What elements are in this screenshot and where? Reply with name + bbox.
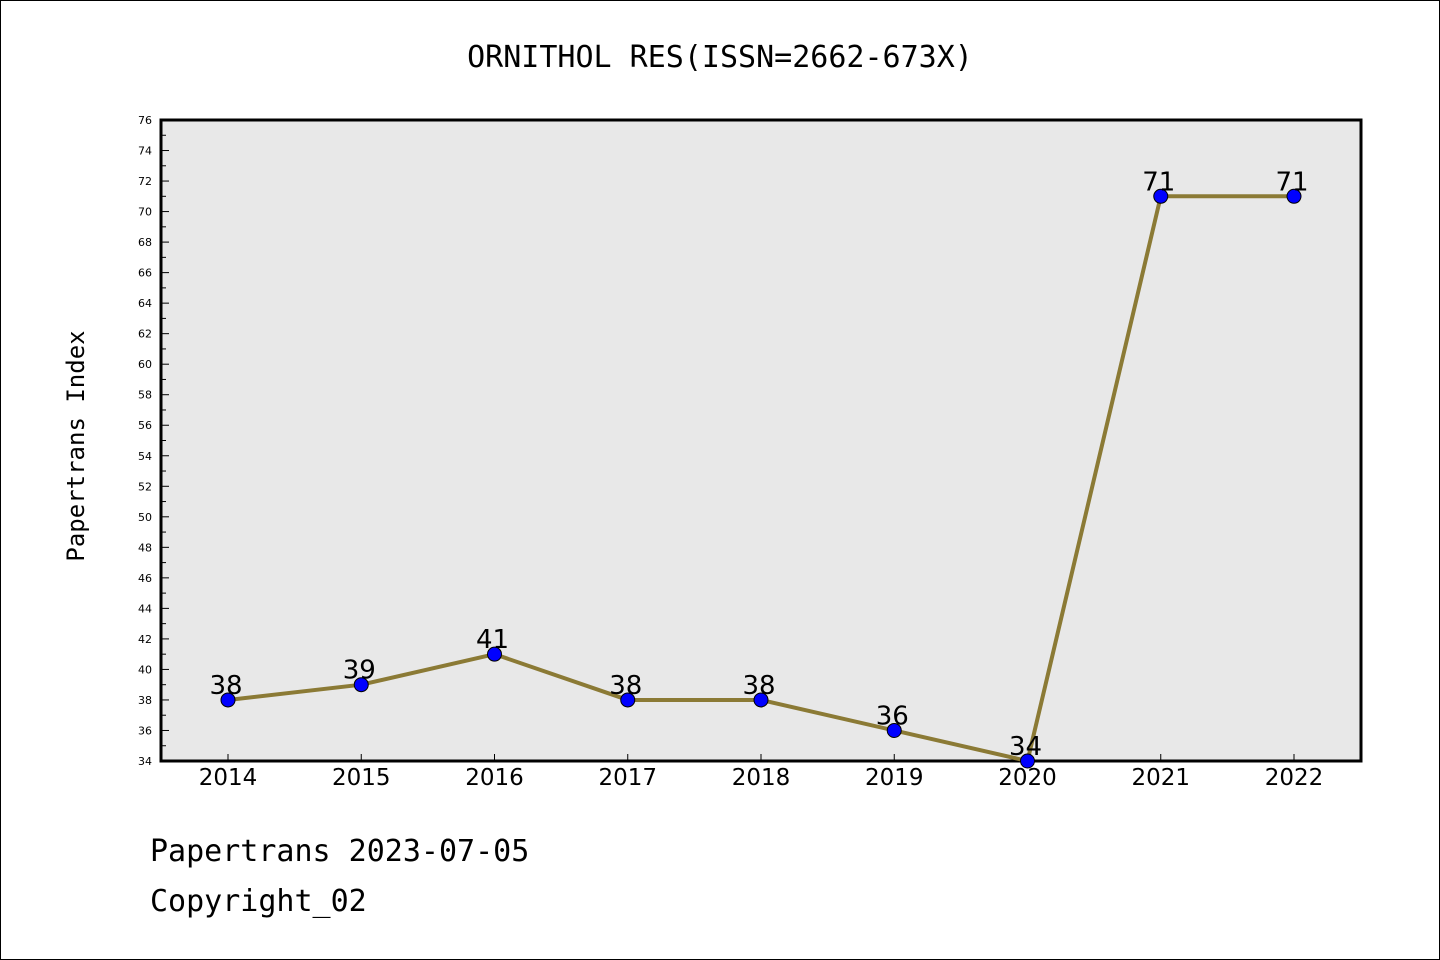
data-point	[753, 692, 769, 708]
data-label-layer: 38 39 41 38 38 36 34 71 71	[209, 167, 1308, 762]
data-label: 38	[209, 671, 242, 701]
y-tick-label: 76	[138, 114, 152, 127]
y-tick-label: 54	[138, 450, 152, 463]
y-tick-label: 56	[138, 419, 152, 432]
y-tick-label: 48	[138, 541, 152, 554]
y-tick-label: 64	[138, 297, 152, 310]
x-tick-label: 2022	[1265, 765, 1324, 791]
y-tick-label: 70	[138, 206, 152, 219]
data-label: 38	[609, 671, 642, 701]
series-layer	[220, 188, 1302, 769]
x-tick-label: 2021	[1131, 765, 1190, 791]
footer-copyright: Copyright_02	[150, 884, 367, 919]
x-tick-label: 2014	[199, 765, 258, 791]
y-axis-ticks: 34 36 38 40 42 44 46 48 50 52 54 56 58 60 62 64 66 68 70 72…	[138, 114, 169, 768]
data-point	[620, 692, 636, 708]
data-point	[886, 722, 902, 738]
x-tick-label: 2016	[465, 765, 524, 791]
data-label: 41	[476, 625, 509, 655]
data-point	[220, 692, 236, 708]
data-point	[487, 646, 502, 662]
y-tick-label: 34	[138, 755, 152, 768]
data-point	[1286, 188, 1302, 204]
y-tick-label: 66	[138, 267, 152, 280]
data-label: 71	[1142, 167, 1175, 197]
y-tick-label: 58	[138, 389, 152, 402]
x-tick-label: 2017	[598, 765, 657, 791]
y-tick-label: 72	[138, 175, 152, 188]
x-axis-ticks: 2014 2015 2016 2017 2018 2019 2020 2021 2022	[199, 754, 1324, 791]
data-label: 38	[742, 671, 775, 701]
x-tick-label: 2018	[732, 765, 791, 791]
y-tick-label: 46	[138, 572, 152, 585]
y-axis-label: Papertrans Index	[62, 330, 90, 561]
chart-title: ORNITHOL RES(ISSN=2662-673X)	[467, 40, 973, 75]
data-label: 36	[876, 701, 909, 731]
y-tick-label: 52	[138, 480, 152, 493]
data-label: 34	[1009, 732, 1042, 762]
plot-area	[159, 118, 1363, 763]
data-point	[1020, 753, 1035, 769]
y-tick-label: 50	[138, 511, 152, 524]
data-label: 71	[1275, 167, 1308, 197]
y-tick-label: 62	[138, 328, 152, 341]
y-tick-label: 44	[138, 602, 152, 615]
y-tick-label: 74	[138, 145, 152, 158]
data-point	[353, 677, 369, 693]
y-tick-label: 38	[138, 694, 152, 707]
footer-date: Papertrans 2023-07-05	[150, 834, 530, 869]
y-tick-label: 36	[138, 724, 152, 737]
y-tick-label: 68	[138, 236, 152, 249]
data-label: 39	[343, 656, 376, 686]
data-point	[1153, 188, 1169, 204]
x-tick-label: 2020	[998, 765, 1057, 791]
y-tick-label: 42	[138, 633, 152, 646]
y-tick-label: 40	[138, 663, 152, 676]
x-tick-label: 2015	[332, 765, 391, 791]
x-tick-label: 2019	[865, 765, 924, 791]
y-tick-label: 60	[138, 358, 152, 371]
